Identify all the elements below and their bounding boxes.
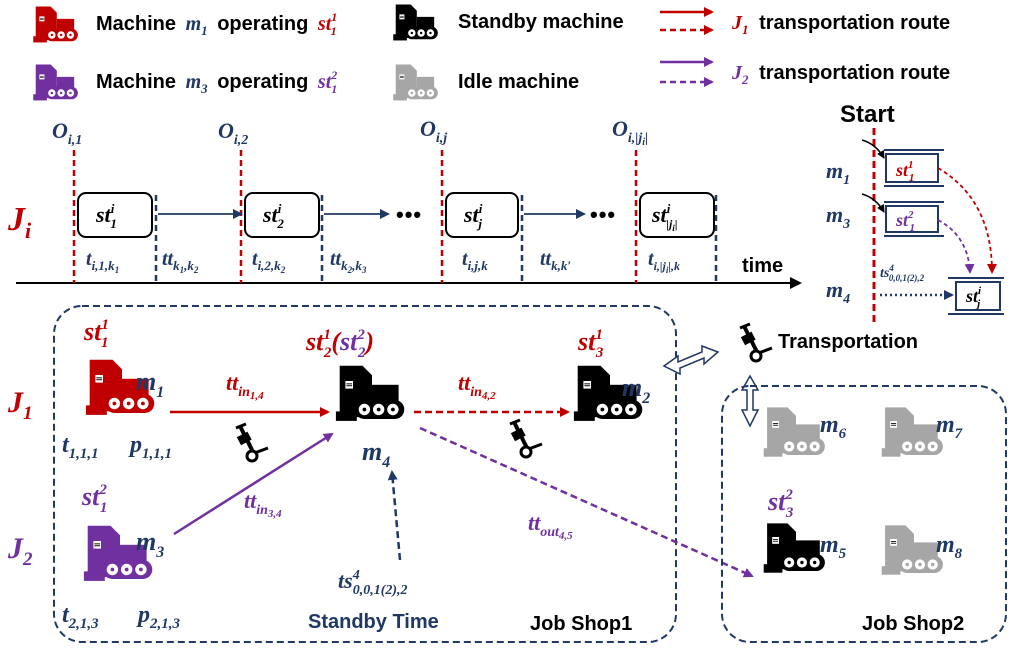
machine-m1-label: m1 <box>136 367 164 401</box>
duration-tt-12: ttk1,k2 <box>162 248 199 275</box>
ellipsis-1: ••• <box>396 202 422 227</box>
p111-label: p1,1,1 <box>128 432 172 462</box>
t111-label: t1,1,1 <box>62 432 99 462</box>
legend-idle-machine-icon <box>393 64 438 101</box>
start-row-m1-arrow <box>861 139 885 159</box>
job-2-label: J2 <box>7 532 33 570</box>
tt-in-14-label: ttin1,4 <box>226 370 264 402</box>
job-shop-2-border <box>721 385 1007 643</box>
start-row-m3-box <box>885 205 939 233</box>
duration-t-ij: ti,j,k <box>462 248 488 273</box>
m3-operation-label: st2 1 <box>81 482 107 516</box>
start-row-m4-op: sti j <box>965 285 982 310</box>
stage-box-last <box>639 192 715 238</box>
start-row-m4-box <box>955 281 1001 311</box>
tt-in-34-label: ttin3,4 <box>244 488 282 520</box>
standby-time-text: Standby Time <box>308 611 439 633</box>
stage-box-2 <box>244 192 320 238</box>
transportation: Transportation <box>662 322 918 428</box>
t213-label: t2,1,3 <box>62 602 99 632</box>
legend-m1-text: Machine m1 operating st1 1 <box>96 10 337 40</box>
duration-t-last: ti,|ji|,k <box>648 248 680 275</box>
op-label-last: Oi,|ji| <box>612 116 648 148</box>
start-row-m3-label: m3 <box>826 202 850 232</box>
duration-tt-kk: ttk,k′ <box>540 248 571 273</box>
transportation-label: Transportation <box>778 331 918 353</box>
m4-operation-label: st1 2(st2 2) <box>305 327 374 361</box>
start-row-m1-op: st1 1 <box>895 159 914 184</box>
tt-out-45-label: ttout4,5 <box>528 510 573 542</box>
job-i-label: Ji <box>7 201 32 243</box>
ts-standby-label: ts4 0,0,1(2),2 <box>338 568 408 598</box>
machine-m6-icon <box>763 407 825 457</box>
job-shop-1: Job Shop1 J1 J2 st1 1 m1 t1,1,1 p1,1,1 st… <box>7 305 754 643</box>
legend-purple-machine-icon <box>33 64 78 101</box>
legend-m3-text: Machine m3 operating st2 1 <box>96 68 337 98</box>
machine-m8-label: m8 <box>936 532 963 562</box>
job-shop-2: Job Shop2 m6 m7 st2 3 m5 m8 <box>721 385 1007 643</box>
m2-operation-label: st1 3 <box>577 327 604 361</box>
legend-standby-machine-icon <box>393 4 438 41</box>
machine-m8-icon <box>881 525 943 575</box>
j2-route-m4-m5 <box>419 426 754 578</box>
transport-double-arrow-shop1 <box>662 344 720 376</box>
legend-standby-text: Standby machine <box>458 11 624 33</box>
transport-double-arrow-shop2 <box>740 374 760 428</box>
stage-box-1 <box>77 192 153 238</box>
start-row-m3-op: st2 1 <box>895 209 915 234</box>
start-row-m4-standby: ts4 0,0,1(2),2 <box>880 263 925 283</box>
start-j2-dashed-arrow <box>937 219 975 274</box>
tt-in-42-label: ttin4,2 <box>458 370 496 402</box>
m1-operation-label: st1 1 <box>83 317 109 351</box>
transportation-cart-icon <box>738 322 774 363</box>
machine-m2-label: m2 <box>622 373 650 407</box>
machine-m5-icon <box>763 523 825 573</box>
legend-idle-text: Idle machine <box>458 71 579 93</box>
stage-box-j <box>445 192 519 238</box>
start-row-m1-label: m1 <box>826 158 850 188</box>
timeline: time Ji Oi,1 Oi,2 Oi,j Oi,|ji| sti <box>7 116 802 289</box>
machine-m4-label: m4 <box>362 437 390 471</box>
machine-m4-icon <box>335 365 405 421</box>
cart-icon-1 <box>234 422 270 463</box>
machine-m7-icon <box>881 407 943 457</box>
time-axis-label: time <box>742 255 783 277</box>
standby-time-arrow <box>387 470 402 561</box>
cart-icon-2 <box>508 418 544 459</box>
start-row-m3-arrow <box>861 193 885 213</box>
legend-j2-route-text: J2 transportation route <box>731 62 950 89</box>
start-panel: Start m1 st1 1 m3 st2 1 m4 ts4 0,0,1(2),2 <box>826 101 1004 322</box>
start-title: Start <box>840 101 895 128</box>
ellipsis-2: ••• <box>590 202 616 227</box>
machine-m3-label: m3 <box>136 527 164 561</box>
duration-t-i1: ti,1,k1 <box>86 248 119 275</box>
machine-m5-label: m5 <box>820 532 847 562</box>
legend-red-machine-icon <box>33 6 78 43</box>
start-j1-dashed-arrow <box>937 167 997 274</box>
p213-label: p2,1,3 <box>136 602 181 632</box>
start-row-m4-label: m4 <box>826 277 850 307</box>
stage-label-last: sti |ji| <box>651 201 677 233</box>
legend-j1-route-text: J1 transportation route <box>731 12 950 39</box>
machine-m7-label: m7 <box>936 412 963 442</box>
stage-label-1: sti 1 <box>95 201 117 231</box>
job-1-label: J1 <box>7 386 33 424</box>
job-shop-1-border <box>53 305 677 643</box>
j2-route-m3-m4 <box>173 432 334 536</box>
job-shop-1-name: Job Shop1 <box>530 613 632 635</box>
op-label-2: Oi,2 <box>218 118 248 148</box>
stage-label-2: sti 2 <box>262 201 284 231</box>
job-shop-2-name: Job Shop2 <box>862 613 964 635</box>
duration-t-i2: ti,2,k2 <box>252 248 286 275</box>
duration-tt-23: ttk2,k3 <box>330 248 367 275</box>
op-label-j: Oi,j <box>420 116 447 146</box>
legend: Machine m1 operating st1 1 Machine m3 ope… <box>33 4 950 101</box>
machine-m6-label: m6 <box>820 412 847 442</box>
op-label-1: Oi,1 <box>52 118 82 148</box>
stage-label-j: sti j <box>463 201 483 231</box>
m5-operation-label: st2 3 <box>767 487 794 521</box>
